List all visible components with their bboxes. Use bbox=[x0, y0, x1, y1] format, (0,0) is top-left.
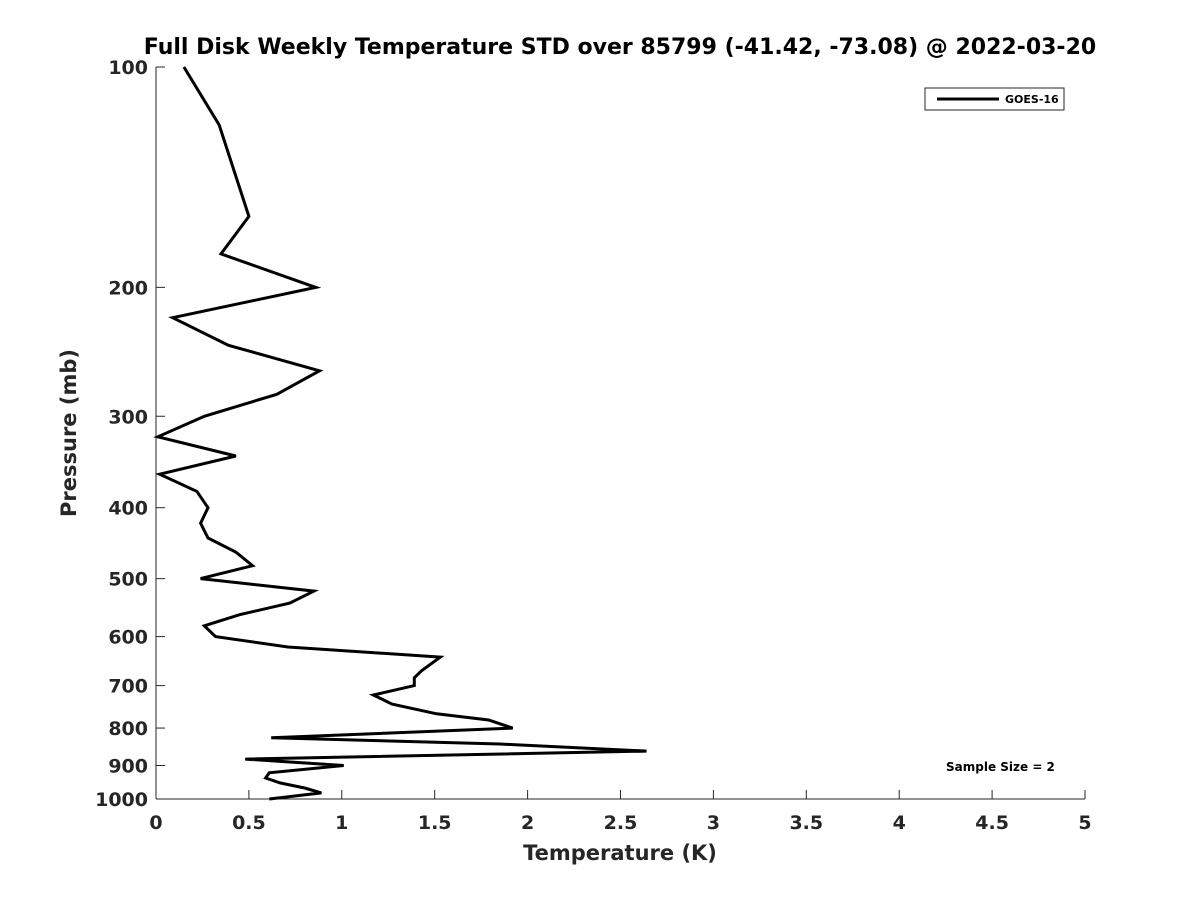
y-tick-label: 300 bbox=[108, 406, 148, 428]
y-tick-label: 700 bbox=[108, 676, 148, 698]
x-tick-label: 4 bbox=[893, 812, 906, 834]
y-tick-label: 100 bbox=[108, 57, 148, 79]
x-tick-label: 0 bbox=[149, 812, 162, 834]
axes: 0 0.5 1 1.5 2 2.5 3 3.5 4 4.5 5 100 200 300 400 500 600 7… bbox=[95, 57, 1092, 834]
x-tick-label: 3.5 bbox=[789, 812, 823, 834]
y-tick-label: 600 bbox=[108, 627, 148, 649]
x-tick-label: 2.5 bbox=[604, 812, 638, 834]
y-tick-label: 800 bbox=[108, 718, 148, 740]
x-tick-label: 1 bbox=[335, 812, 348, 834]
series-layer bbox=[153, 66, 647, 801]
y-tick-label: 500 bbox=[108, 569, 148, 591]
y-tick-label: 200 bbox=[108, 277, 148, 299]
x-tick-label: 1.5 bbox=[418, 812, 452, 834]
x-tick-label: 5 bbox=[1078, 812, 1091, 834]
legend-label-goes-16: GOES-16 bbox=[1005, 93, 1059, 106]
y-axis-label: Pressure (mb) bbox=[57, 349, 81, 517]
x-axis-label: Temperature (K) bbox=[523, 841, 717, 865]
x-tick-label: 0.5 bbox=[232, 812, 266, 834]
x-tick-label: 2 bbox=[521, 812, 534, 834]
x-tick-label: 4.5 bbox=[975, 812, 1009, 834]
sample-size-annotation: Sample Size = 2 bbox=[946, 760, 1055, 774]
series-line-goes-16 bbox=[153, 66, 647, 801]
legend: GOES-16 bbox=[924, 87, 1065, 111]
y-tick-label: 400 bbox=[108, 498, 148, 520]
chart-title: Full Disk Weekly Temperature STD over 85… bbox=[144, 35, 1096, 60]
x-tick-label: 3 bbox=[707, 812, 720, 834]
y-tick-label: 1000 bbox=[95, 789, 148, 811]
y-tick-label: 900 bbox=[108, 756, 148, 778]
